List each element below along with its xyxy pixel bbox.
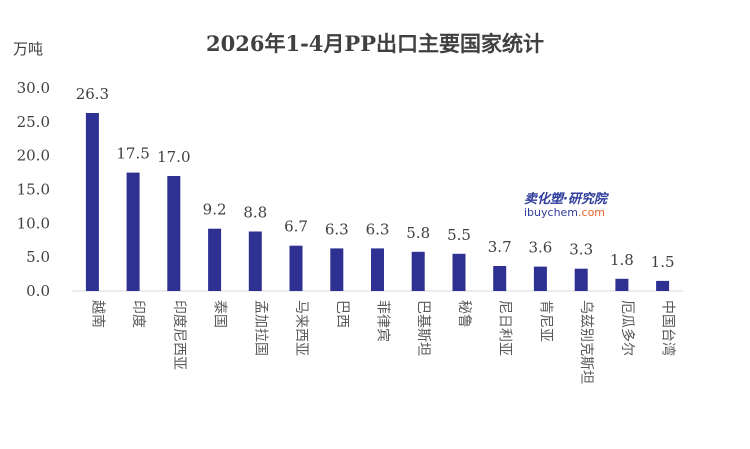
bar	[656, 280, 670, 291]
bar	[167, 176, 181, 291]
y-tick-label: 10.0	[17, 214, 50, 232]
data-label: 6.3	[366, 220, 390, 238]
watermark-url-prefix: ibuychem	[524, 206, 579, 220]
data-label: 26.3	[76, 85, 109, 103]
watermark-url-suffix: .com	[578, 206, 606, 220]
category-label: 马来西亚	[293, 300, 309, 356]
data-label: 6.3	[325, 220, 349, 238]
data-label: 3.7	[488, 238, 512, 256]
y-tick-label: 30.0	[17, 79, 50, 97]
data-label: 3.6	[528, 239, 552, 257]
data-label: 17.0	[157, 148, 190, 166]
bar	[85, 113, 99, 291]
data-label: 5.5	[447, 226, 471, 244]
category-label: 印度	[130, 300, 146, 328]
watermark-url: ibuychem.com	[524, 207, 624, 219]
y-tick-label: 20.0	[17, 147, 50, 165]
category-label: 泰国	[212, 300, 228, 328]
bar	[411, 251, 425, 291]
category-label: 巴西	[334, 300, 350, 328]
bar	[330, 248, 344, 291]
category-label: 印度尼西亚	[171, 300, 187, 370]
data-label: 1.5	[651, 253, 675, 271]
y-tick-label: 25.0	[17, 113, 50, 131]
bar	[452, 253, 466, 291]
data-label: 8.8	[243, 204, 267, 222]
bar	[493, 266, 507, 291]
bar	[289, 245, 303, 291]
bar	[371, 248, 384, 291]
category-label: 厄瓜多尔	[619, 300, 636, 356]
y-axis-ticks: 0.0 5.0 10.0 15.0 20.0 25.0 30.0	[17, 79, 50, 300]
data-label: 1.8	[610, 251, 634, 269]
data-label: 17.5	[116, 145, 149, 163]
y-tick-label: 0.0	[26, 282, 50, 300]
data-labels: 26.3 17.5 17.0 9.2 8.8 6.7 6.3 6.3 5.8 5.5 3.7 3.6 3…	[76, 85, 675, 271]
y-tick-label: 15.0	[17, 181, 50, 199]
watermark-logo: 卖化塑·研究院 ibuychem.com	[524, 192, 624, 219]
watermark-cn: 卖化塑·研究院	[524, 192, 607, 207]
category-label: 肯尼亚	[537, 300, 553, 342]
category-labels: 越南 印度 印度尼西亚 泰国 孟加拉国 马来西亚 巴西 菲律宾 巴基斯坦 秘鲁 尼日利亚 肯尼亚 乌兹别…	[89, 300, 676, 384]
y-axis-unit-label: 万吨	[13, 40, 44, 58]
bar	[533, 266, 547, 291]
data-label: 5.8	[406, 224, 430, 242]
category-label: 菲律宾	[375, 300, 391, 342]
bar	[574, 268, 588, 291]
bar	[126, 172, 140, 291]
category-label: 中国台湾	[660, 300, 677, 356]
bar	[615, 278, 629, 291]
y-tick-label: 5.0	[26, 248, 50, 266]
bars	[85, 113, 670, 291]
data-label: 6.7	[284, 218, 308, 236]
data-label: 9.2	[203, 201, 227, 219]
bar	[208, 228, 222, 291]
bar	[248, 231, 262, 291]
category-label: 孟加拉国	[252, 300, 268, 356]
chart-title: 2026年1-4月PP出口主要国家统计	[206, 31, 544, 56]
category-label: 秘鲁	[456, 300, 472, 328]
category-label: 越南	[89, 300, 105, 328]
data-label: 3.3	[569, 241, 593, 259]
category-label: 乌兹别克斯坦	[578, 300, 594, 384]
category-label: 巴基斯坦	[415, 300, 432, 356]
category-label: 尼日利亚	[497, 300, 513, 356]
